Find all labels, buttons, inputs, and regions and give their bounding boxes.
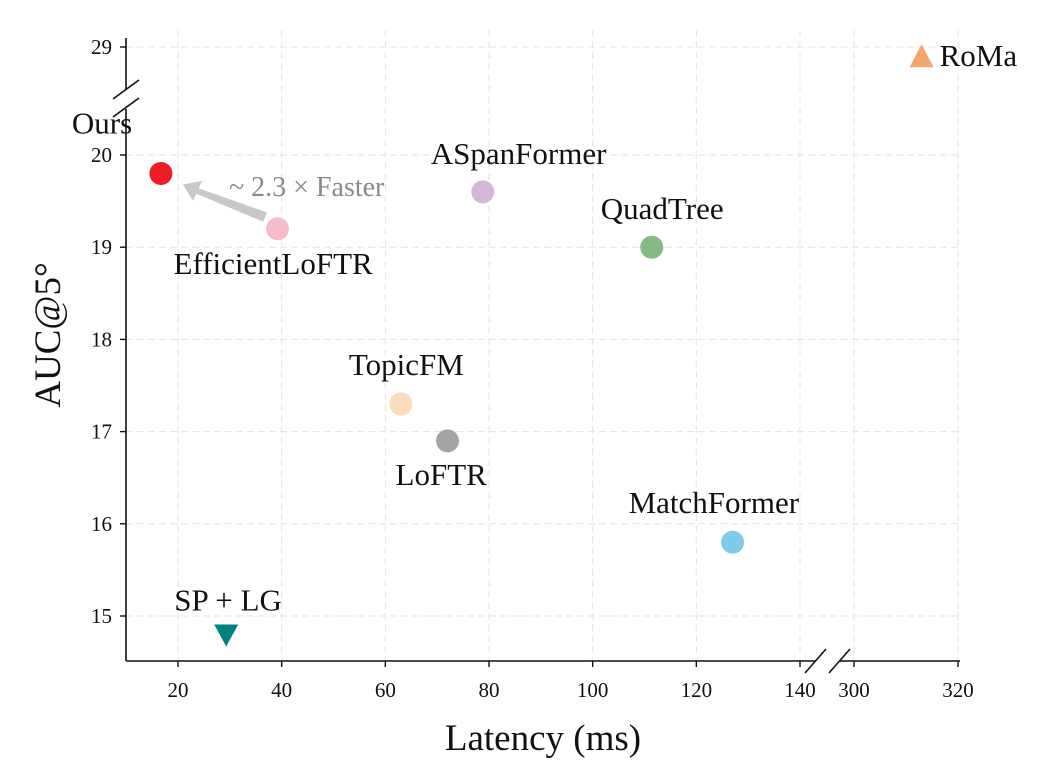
y-axis-break-mark xyxy=(112,97,140,118)
point-label: TopicFM xyxy=(349,347,464,382)
y-tick-label: 18 xyxy=(91,327,112,351)
data-point xyxy=(640,235,664,259)
x-axis-title: Latency (ms) xyxy=(445,718,641,759)
x-tick-label: 140 xyxy=(784,678,816,702)
axes xyxy=(112,38,960,674)
y-tick-label: 29 xyxy=(91,35,112,59)
y-tick-label: 15 xyxy=(91,604,112,628)
speedup-arrow xyxy=(182,180,268,222)
y-tick-label: 17 xyxy=(91,420,112,444)
x-tick-label: 100 xyxy=(577,678,609,702)
data-point xyxy=(909,44,934,68)
y-axis-break-mark xyxy=(112,79,140,100)
x-axis-break-mark xyxy=(804,648,827,674)
point-label: SP + LG xyxy=(174,582,282,617)
data-points xyxy=(149,44,934,647)
data-point xyxy=(721,530,745,554)
y-tick-label: 16 xyxy=(91,512,112,536)
ticks: 20 40 60 80 100 120 140 300 320 15 16 17 18 19 20 29 xyxy=(91,35,974,702)
grid-lines xyxy=(126,30,960,661)
x-tick-label: 120 xyxy=(681,678,713,702)
y-tick-label: 19 xyxy=(91,235,112,259)
y-tick-label: 20 xyxy=(91,143,112,167)
annotations: ~ 2.3 × Faster xyxy=(182,172,385,222)
point-label: MatchFormer xyxy=(629,485,800,520)
data-point xyxy=(436,429,460,453)
point-label: EfficientLoFTR xyxy=(174,246,373,281)
data-point xyxy=(389,392,413,416)
point-labels: Ours EfficientLoFTR ASpanFormer QuadTree Top… xyxy=(72,38,1017,617)
x-tick-label: 40 xyxy=(271,678,292,702)
point-label: QuadTree xyxy=(601,191,724,226)
x-tick-label: 80 xyxy=(479,678,500,702)
x-tick-label: 320 xyxy=(942,678,974,702)
data-point xyxy=(266,217,290,241)
x-tick-label: 20 xyxy=(168,678,189,702)
y-axis-title: AUC@5° xyxy=(28,262,69,408)
data-point xyxy=(214,624,239,647)
speedup-annotation: ~ 2.3 × Faster xyxy=(229,172,385,203)
point-label: Ours xyxy=(72,105,132,140)
point-label: RoMa xyxy=(940,38,1018,73)
point-label: ASpanFormer xyxy=(431,136,607,171)
x-tick-label: 300 xyxy=(838,678,870,702)
x-tick-label: 60 xyxy=(375,678,396,702)
data-point xyxy=(471,180,495,204)
data-point xyxy=(149,161,173,185)
point-label: LoFTR xyxy=(396,457,488,492)
x-axis-break-mark xyxy=(828,648,851,674)
